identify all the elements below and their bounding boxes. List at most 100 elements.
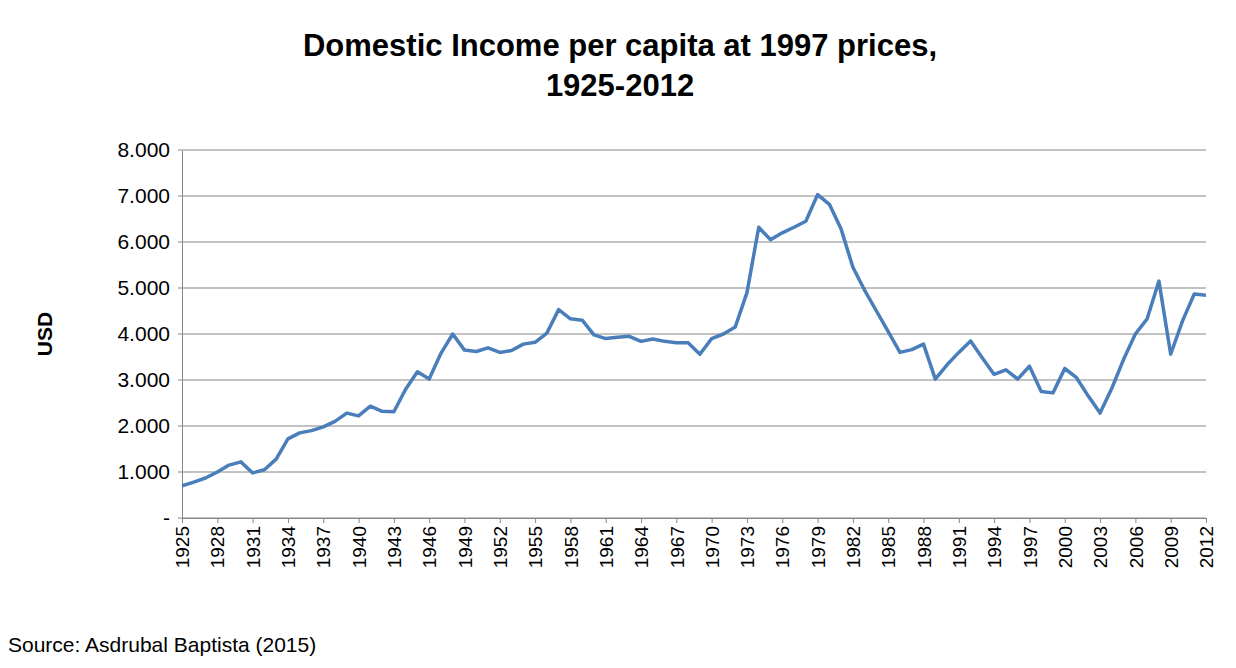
y-axis: -1.0002.0003.0004.0005.0006.0007.0008.00…: [117, 138, 182, 529]
grid-line: [178, 426, 1206, 427]
source-note: Source: Asdrubal Baptista (2015): [8, 633, 316, 656]
x-tick: 1991: [949, 518, 970, 568]
x-axis-line: [183, 518, 1207, 519]
x-tick-label: 2006: [1126, 526, 1147, 568]
title-line: 1925-2012: [546, 68, 694, 103]
x-tick-label: 1991: [949, 526, 970, 568]
x-tick: 1970: [702, 518, 723, 568]
x-tick-mark: [570, 518, 571, 523]
x-tick-label: 1973: [737, 526, 758, 568]
title-line: Domestic Income per capita at 1997 price…: [303, 28, 937, 63]
x-tick: 1931: [243, 518, 264, 568]
x-tick-label: 1937: [313, 526, 334, 568]
x-tick: 1985: [878, 518, 899, 568]
x-tick-mark: [606, 518, 607, 523]
x-tick: 1964: [631, 518, 652, 568]
data-line: [182, 195, 1206, 486]
y-tick: 3.000: [117, 368, 182, 391]
y-tick: 7.000: [117, 184, 182, 207]
grid-line: [178, 196, 1206, 197]
x-tick-mark: [394, 518, 395, 523]
x-tick: 2000: [1055, 518, 1076, 568]
x-tick: 1934: [278, 518, 299, 568]
x-tick-label: 1949: [455, 526, 476, 568]
y-tick-label: 8.000: [117, 138, 170, 161]
grid-line: [178, 242, 1206, 243]
x-tick-mark: [853, 518, 854, 523]
x-tick: 1955: [525, 518, 546, 568]
grid-line: [178, 334, 1206, 335]
x-tick-label: 1946: [419, 526, 440, 568]
x-tick-label: 2003: [1090, 526, 1111, 568]
y-tick: 4.000: [117, 322, 182, 345]
y-tick: -: [163, 506, 182, 529]
grid-line: [178, 472, 1206, 473]
x-tick-label: 1982: [843, 526, 864, 568]
x-tick-mark: [994, 518, 995, 523]
x-tick-mark: [253, 518, 254, 523]
x-tick-mark: [535, 518, 536, 523]
x-tick-label: 1967: [666, 526, 687, 568]
x-tick-label: 1976: [772, 526, 793, 568]
grid-line: [178, 380, 1206, 381]
x-tick-label: 1979: [808, 526, 829, 568]
x-tick-mark: [1135, 518, 1136, 523]
x-tick: 2003: [1090, 518, 1111, 568]
x-tick: 1988: [914, 518, 935, 568]
title: Domestic Income per capita at 1997 price…: [303, 28, 937, 103]
x-tick-mark: [1029, 518, 1030, 523]
x-tick-label: 1925: [172, 526, 193, 568]
y-tick-label: 7.000: [117, 184, 170, 207]
x-tick: 2006: [1126, 518, 1147, 568]
x-tick-label: 1928: [207, 526, 228, 568]
x-tick: 1952: [490, 518, 511, 568]
x-tick-label: 1934: [278, 526, 299, 569]
x-tick-label: 1943: [384, 526, 405, 568]
x-tick: 1961: [596, 518, 617, 568]
x-tick: 1979: [808, 518, 829, 568]
y-tick-label: 2.000: [117, 414, 170, 437]
y-axis-line: [182, 151, 183, 519]
x-tick: 1967: [666, 518, 687, 568]
x-tick-mark: [1100, 518, 1101, 523]
grid-line: [178, 518, 1206, 519]
x-tick-mark: [676, 518, 677, 523]
x-tick-mark: [818, 518, 819, 523]
x-tick: 1925: [172, 518, 193, 568]
x-tick: 1949: [455, 518, 476, 568]
x-tick-label: 2000: [1055, 526, 1076, 568]
x-tick-label: 1994: [984, 526, 1005, 569]
x-tick-label: 1961: [596, 526, 617, 568]
x-tick-mark: [464, 518, 465, 523]
x-tick: 1976: [772, 518, 793, 568]
y-tick: 2.000: [117, 414, 182, 437]
x-tick: 2009: [1161, 518, 1182, 568]
x-tick-mark: [1171, 518, 1172, 523]
x-tick-mark: [782, 518, 783, 523]
x-tick: 1943: [384, 518, 405, 568]
x-tick: 1994: [984, 518, 1005, 568]
x-tick-mark: [641, 518, 642, 523]
x-tick-mark: [924, 518, 925, 523]
x-tick-label: 1970: [702, 526, 723, 568]
x-tick-label: 2012: [1196, 526, 1217, 568]
x-tick-mark: [1206, 518, 1207, 523]
x-tick: 1937: [313, 518, 334, 568]
x-tick: 1982: [843, 518, 864, 568]
y-tick: 5.000: [117, 276, 182, 299]
y-tick: 8.000: [117, 138, 182, 161]
x-tick-mark: [323, 518, 324, 523]
x-tick-mark: [217, 518, 218, 523]
x-tick-mark: [959, 518, 960, 523]
x-tick-label: 1955: [525, 526, 546, 568]
y-tick-label: 6.000: [117, 230, 170, 253]
x-tick-mark: [182, 518, 183, 523]
x-tick-label: 1964: [631, 526, 652, 569]
plot-area: [182, 195, 1206, 486]
x-tick-label: 1940: [349, 526, 370, 568]
x-tick-mark: [1065, 518, 1066, 523]
y-tick-label: -: [163, 506, 170, 529]
x-tick-label: 1931: [243, 526, 264, 568]
x-tick-label: 1997: [1020, 526, 1041, 568]
y-tick-label: 3.000: [117, 368, 170, 391]
